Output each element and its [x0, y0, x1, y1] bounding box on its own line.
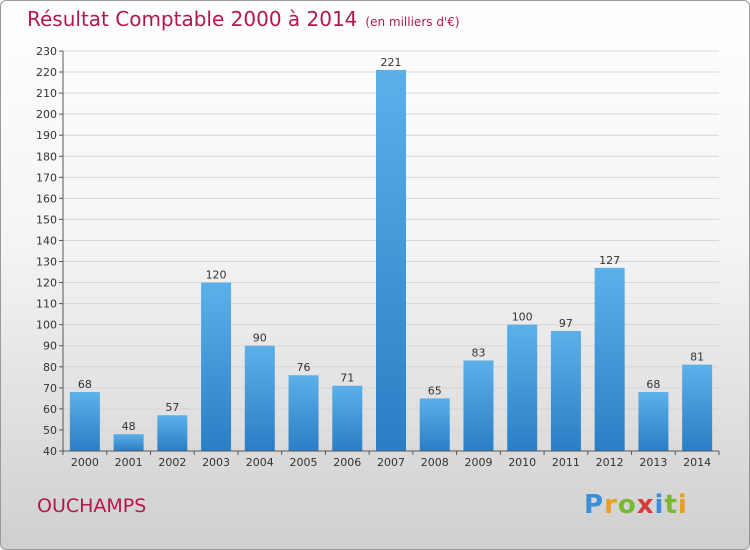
- x-tick-label: 2004: [246, 456, 274, 469]
- x-tick-label: 2008: [421, 456, 449, 469]
- y-tick-label: 150: [36, 213, 57, 226]
- y-tick-label: 190: [36, 129, 57, 142]
- bar: [157, 415, 188, 451]
- logo-letter: x: [636, 490, 655, 520]
- data-label: 71: [340, 372, 354, 385]
- y-tick-label: 70: [43, 382, 57, 395]
- y-tick-label: 100: [36, 319, 57, 332]
- bar: [638, 392, 669, 451]
- axis-lines: [62, 51, 719, 452]
- y-tick-label: 170: [36, 171, 57, 184]
- y-tick-label: 60: [43, 403, 57, 416]
- y-tick-label: 110: [36, 298, 57, 311]
- title-text: Résultat Comptable 2000 à 2014: [27, 7, 358, 31]
- y-tick-label: 180: [36, 150, 57, 163]
- logo-letter: o: [617, 490, 637, 520]
- data-label: 76: [297, 361, 311, 374]
- bar: [550, 331, 581, 451]
- bar: [463, 360, 494, 451]
- y-tick-label: 160: [36, 192, 57, 205]
- data-label: 100: [512, 311, 533, 324]
- logo-letter: i: [654, 490, 665, 520]
- data-label: 97: [559, 317, 573, 330]
- unit-label: (en milliers d'€): [365, 15, 460, 29]
- y-tick-label: 80: [43, 361, 57, 374]
- bar: [69, 392, 100, 451]
- data-label: 81: [690, 351, 704, 364]
- y-tick-label: 140: [36, 234, 57, 247]
- x-tick-label: 2014: [683, 456, 711, 469]
- y-axis: 40 50 60 70 80 90 100 110 120 130 140 150 160 170 180 1…: [36, 45, 63, 458]
- data-label: 48: [122, 420, 136, 433]
- chart-title: Résultat Comptable 2000 à 2014 (en millie…: [27, 7, 460, 31]
- data-label: 120: [206, 269, 227, 282]
- y-tick-label: 40: [43, 445, 57, 458]
- data-label: 68: [78, 378, 92, 391]
- x-tick-label: 2005: [290, 456, 318, 469]
- x-tick-label: 2013: [639, 456, 667, 469]
- y-tick-label: 210: [36, 87, 57, 100]
- x-tick-label: 2007: [377, 456, 405, 469]
- x-tick-label: 2009: [464, 456, 492, 469]
- bar: [376, 69, 406, 452]
- x-tick-label: 2000: [71, 456, 99, 469]
- bar: [419, 398, 450, 451]
- y-tick-label: 130: [36, 256, 57, 269]
- x-axis: 2000 2001 2002 2003 2004 2005 2006 2007 2008 2009…: [62, 451, 720, 469]
- data-label: 221: [381, 56, 402, 69]
- y-tick-label: 200: [36, 108, 57, 121]
- logo-letter: t: [664, 490, 678, 520]
- x-tick-label: 2003: [202, 456, 230, 469]
- bar: [288, 375, 319, 451]
- y-tick-label: 90: [43, 340, 57, 353]
- data-label: 65: [428, 384, 442, 397]
- y-tick-label: 50: [43, 424, 57, 437]
- bar: [332, 385, 363, 451]
- x-tick-label: 2010: [508, 456, 536, 469]
- bar: [507, 324, 538, 451]
- bar: [113, 434, 144, 451]
- proxiti-logo: Proxiti: [584, 490, 688, 520]
- data-label: 57: [165, 401, 179, 414]
- commune-name: OUCHAMPS: [37, 495, 147, 517]
- data-label: 83: [471, 346, 485, 359]
- data-label: 90: [253, 332, 267, 345]
- y-tick-label: 120: [36, 277, 57, 290]
- y-tick-label: 220: [36, 66, 57, 79]
- bar: [594, 267, 625, 451]
- bar: [682, 364, 713, 451]
- y-tick-label: 230: [36, 45, 57, 58]
- data-label: 68: [646, 378, 660, 391]
- logo-letter: i: [677, 490, 688, 520]
- bar: [201, 282, 232, 451]
- x-tick-label: 2011: [552, 456, 580, 469]
- bars: 68 48 57 120 90 76 71 221 65 83 100 97 127 68 81: [69, 56, 713, 452]
- x-tick-label: 2006: [333, 456, 361, 469]
- x-tick-label: 2012: [596, 456, 624, 469]
- logo-letter: r: [604, 490, 618, 520]
- logo-letter: P: [584, 490, 605, 520]
- bar: [244, 345, 275, 451]
- x-tick-label: 2001: [115, 456, 143, 469]
- x-tick-label: 2002: [158, 456, 186, 469]
- data-label: 127: [599, 254, 620, 267]
